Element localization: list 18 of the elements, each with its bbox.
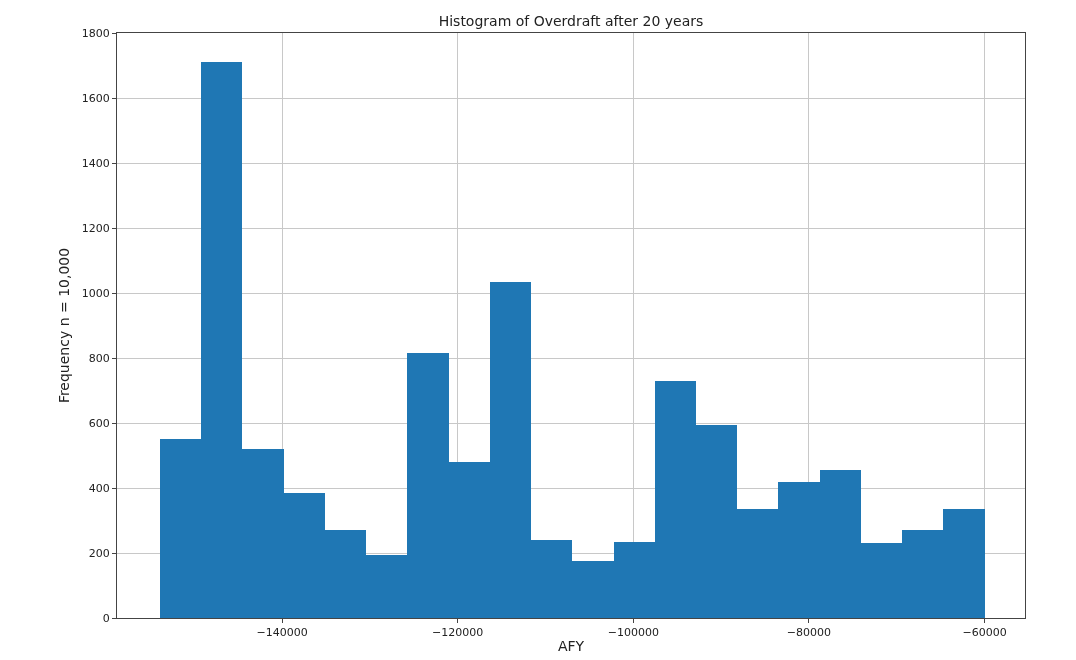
y-tick-label: 200 xyxy=(88,546,110,560)
chart-title: Histogram of Overdraft after 20 years xyxy=(438,13,704,30)
y-tick-label: 400 xyxy=(88,481,110,495)
y-tick-label: 1000 xyxy=(81,286,110,300)
x-axis-title: AFY xyxy=(557,637,585,654)
y-tick-label: 1600 xyxy=(81,91,110,105)
y-tick-label: 600 xyxy=(88,416,110,430)
y-tick-label: 1800 xyxy=(81,26,110,40)
y-tick-label: 800 xyxy=(88,351,110,365)
x-tick-label: −80000 xyxy=(786,626,832,640)
x-tick-label: −100000 xyxy=(607,626,659,640)
x-tick-label: −120000 xyxy=(432,626,484,640)
y-tick-label: 1400 xyxy=(81,156,110,170)
y-tick-label: 1200 xyxy=(81,221,110,235)
y-tick-label: 0 xyxy=(102,611,110,625)
x-tick-label: −140000 xyxy=(256,626,308,640)
y-axis-title: Frequency n = 10,000 xyxy=(56,247,73,404)
x-tick-label: −60000 xyxy=(962,626,1007,640)
